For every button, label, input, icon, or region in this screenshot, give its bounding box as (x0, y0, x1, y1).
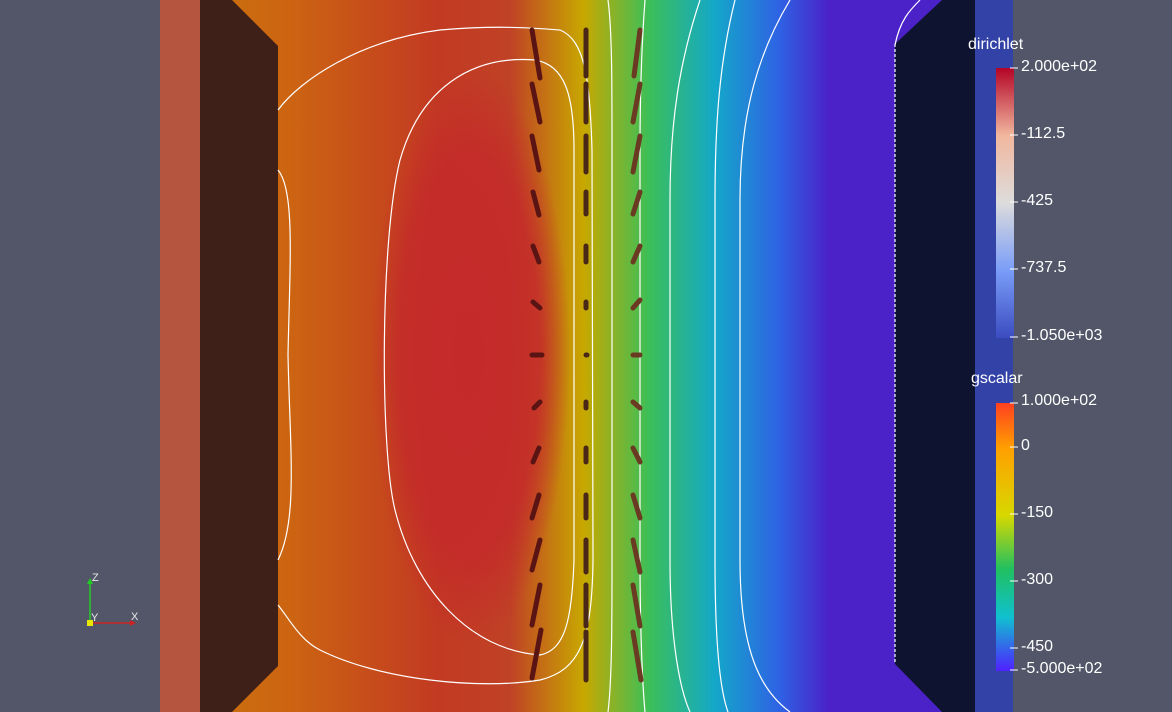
gscalar-tick-label: 1.000e+02 (1021, 392, 1098, 409)
axes-triad-icon (87, 578, 136, 626)
left-slab (160, 0, 200, 712)
gscalar-tick-label: -5.000e+02 (1021, 660, 1103, 677)
dirichlet-legend-title: dirichlet (968, 36, 1024, 53)
left-block (200, 0, 278, 712)
right-block (895, 0, 975, 712)
orientation-axes: Z Y X (80, 570, 150, 630)
gscalar-tick-label: 0 (1021, 437, 1030, 454)
dirichlet-colorbar (996, 68, 1014, 338)
gscalar-tick-label: -150 (1021, 504, 1054, 521)
dirichlet-tick-label: -112.5 (1021, 125, 1066, 142)
z-axis-label: Z (92, 572, 99, 584)
y-axis-label: Y (91, 612, 99, 624)
dirichlet-tick-label: -1.050e+03 (1021, 327, 1103, 344)
x-axis-label: X (131, 611, 139, 623)
gscalar-colorbar (996, 403, 1014, 671)
dirichlet-tick-label: -737.5 (1021, 259, 1067, 276)
gscalar-legend-title: gscalar (971, 370, 1023, 387)
field-hotspot (370, 65, 570, 645)
dirichlet-tick-label: 2.000e+02 (1021, 58, 1098, 75)
gscalar-tick-label: -300 (1021, 571, 1054, 588)
gscalar-colorbar-ticks (1010, 402, 1018, 671)
contour-lines (277, 0, 921, 712)
dirichlet-colorbar-ticks (1010, 67, 1018, 338)
gscalar-tick-label: -450 (1021, 638, 1054, 655)
dirichlet-tick-label: -425 (1021, 192, 1054, 209)
vector-glyphs (529, 27, 644, 683)
